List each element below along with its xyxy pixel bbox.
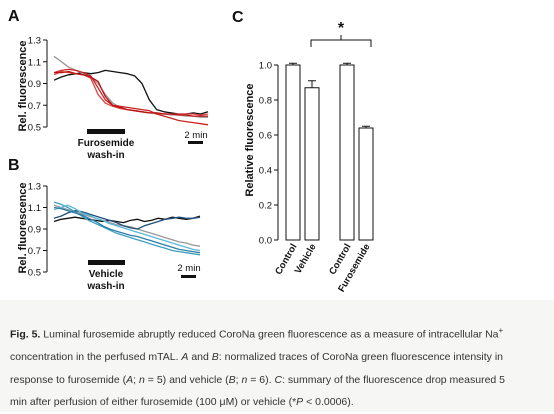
significance-bracket: [310, 35, 372, 47]
caption-text: : summary of the fluorescence drop measu…: [282, 373, 506, 386]
caption-ref-a: A: [126, 373, 134, 386]
panel-b-y-tick-label: 0.7: [28, 246, 41, 257]
panel-a-y-axis: 1.3 1.1 0.9 0.7 0.5: [28, 36, 48, 134]
vehicle-wash-in-bar: [88, 260, 125, 265]
bar-vehicle-2: [304, 87, 320, 241]
caption-ref-b: B: [211, 351, 219, 363]
bar-furosemide-4: [358, 127, 374, 241]
caption-italic-n: n: [139, 373, 145, 386]
panel-a-traces: [53, 55, 209, 126]
caption-ref-a: A: [181, 351, 189, 363]
caption-text: = 5) and vehicle (: [144, 373, 229, 386]
panel-a-trace-5: [54, 70, 208, 117]
panel-c-y-tick-label: 1.0: [259, 61, 272, 72]
caption-figure-label: Fig. 5.: [10, 328, 41, 341]
panel-a-y-axis-title: Rel. fluorescence: [17, 40, 29, 131]
figure-caption: Fig. 5. Luminal furosemide abruptly redu…: [10, 320, 546, 414]
figure: A Rel. fluorescence 1.3 1.1 0.9 0.7 0.5 Furo…: [8, 8, 374, 294]
caption-italic-p: P: [296, 396, 304, 408]
panel-a-y-tick-label: 1.3: [28, 36, 41, 47]
panel-c-y-tick-label: 0.2: [259, 201, 272, 212]
panel-b-scale-bar-label: 2 min: [177, 263, 200, 274]
panel-b-y-tick-label: 1.3: [28, 182, 41, 193]
caption-text: < 0.0006).: [303, 396, 354, 408]
caption-line-1: Fig. 5. Luminal furosemide abruptly redu…: [10, 320, 546, 346]
panel-c-y-tick-label: 0.4: [259, 166, 272, 177]
panel-a-y-tick-label: 0.7: [28, 101, 41, 112]
panel-c-y-axis-title: Relative fluorescence: [244, 83, 256, 196]
panel-b-y-tick-label: 1.1: [28, 203, 41, 214]
panel-a-y-tick-label: 1.1: [28, 57, 41, 68]
panel-b-trace-5: [53, 204, 201, 252]
panel-b-y-axis: 1.3 1.1 0.9 0.7 0.5: [28, 182, 48, 279]
panel-c-letter: C: [232, 9, 244, 26]
caption-text: = 6).: [247, 373, 275, 386]
panel-a-letter: A: [8, 8, 20, 25]
bar-control-3: [339, 64, 355, 241]
caption-superscript: +: [498, 326, 504, 335]
caption-text: ;: [235, 373, 242, 386]
panel-b-scale-bar: [181, 275, 196, 278]
significance-asterisk: *: [338, 20, 345, 37]
caption-text: Luminal furosemide abruptly reduced Coro…: [40, 328, 499, 341]
caption-line-4: min after perfusion of either furosemide…: [10, 391, 546, 414]
panel-c-y-tick-label: 0.0: [259, 236, 272, 247]
panel-b-letter: B: [8, 157, 20, 174]
caption-line-2: concentration in the perfused mTAL. A an…: [10, 346, 546, 369]
panel-b-traces: [53, 201, 201, 256]
panel-c-y-axis: 0.0 0.2 0.4 0.6 0.8 1.0: [259, 61, 279, 247]
panel-b-y-tick-label: 0.9: [28, 225, 41, 236]
furosemide-wash-in-bar: [87, 129, 125, 134]
furosemide-wash-in-label-line1: Furosemide: [78, 138, 135, 149]
caption-line-3: response to furosemide (A; n = 5) and ve…: [10, 369, 546, 392]
panel-c-bars: [285, 62, 374, 241]
panel-a-scale-bar: [188, 141, 203, 144]
caption-text: response to furosemide (: [10, 373, 127, 386]
panel-a: A Rel. fluorescence 1.3 1.1 0.9 0.7 0.5 Furo…: [8, 8, 209, 161]
panel-b-trace-6: [53, 206, 201, 254]
caption-italic-n: n: [241, 373, 248, 386]
panel-a-y-tick-label: 0.9: [28, 79, 41, 90]
vehicle-wash-in-label-line2: wash-in: [86, 281, 124, 292]
caption-ref-c: C: [274, 373, 283, 386]
caption-text: ;: [133, 373, 140, 386]
panel-c-y-tick-label: 0.8: [259, 96, 272, 107]
panel-a-y-tick-label: 0.5: [28, 123, 41, 134]
vehicle-wash-in-label-line1: Vehicle: [89, 269, 124, 280]
panel-a-scale-bar-label: 2 min: [184, 130, 207, 141]
furosemide-wash-in-label-line2: wash-in: [86, 150, 124, 161]
bar-control-1: [285, 64, 301, 241]
panel-b-y-tick-label: 0.5: [28, 268, 41, 279]
caption-text: and: [188, 351, 212, 363]
panel-a-trace-3: [53, 68, 209, 126]
panel-b: B Rel. fluorescence 1.3 1.1 0.9 0.7 0.5 Vehi…: [8, 157, 201, 292]
caption-ref-b: B: [228, 373, 236, 386]
panel-b-y-axis-title: Rel. fluorescence: [17, 182, 29, 273]
caption-text: : normalized traces of CoroNa green fluo…: [218, 351, 504, 363]
caption-text: concentration in the perfused mTAL.: [10, 351, 182, 363]
panel-c-y-tick-label: 0.6: [259, 131, 272, 142]
panel-c: C Relative fluorescence 0.0 0.2 0.4 0.6 0.8 1…: [232, 9, 374, 294]
caption-text: min after perfusion of either furosemide…: [10, 396, 297, 408]
caption-background: [0, 300, 554, 412]
